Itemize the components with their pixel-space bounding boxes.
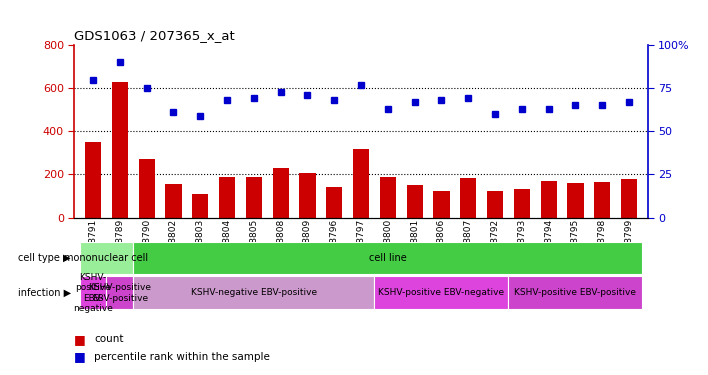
Bar (541, 181, 556, 218)
Text: KSHV-positive
EBV-positive: KSHV-positive EBV-positive (88, 283, 152, 303)
Text: cell type ▶: cell type ▶ (18, 253, 71, 263)
Bar (193, 194, 208, 217)
Bar (353, 148, 369, 217)
Bar (166, 184, 181, 218)
Text: KSHV-positive EBV-positive: KSHV-positive EBV-positive (515, 288, 636, 297)
Text: mononuclear cell: mononuclear cell (64, 253, 149, 263)
Bar (567, 183, 583, 218)
Text: KSHV-positive EBV-negative: KSHV-positive EBV-negative (378, 288, 505, 297)
Bar (273, 168, 289, 217)
Text: infection ▶: infection ▶ (18, 288, 71, 298)
Text: KSHV-
positive
EBV-
negative: KSHV- positive EBV- negative (73, 273, 113, 313)
Bar (299, 173, 316, 217)
Bar (112, 82, 128, 218)
Text: ■: ■ (74, 351, 86, 363)
Bar (433, 190, 450, 217)
Bar (219, 177, 235, 218)
Bar (85, 142, 101, 218)
Bar (621, 179, 637, 218)
Bar (326, 188, 343, 218)
Bar (139, 159, 155, 218)
Bar (246, 177, 262, 218)
Text: ■: ■ (74, 333, 86, 346)
Bar (379, 177, 396, 218)
Bar (594, 182, 610, 218)
Text: KSHV-negative EBV-positive: KSHV-negative EBV-positive (191, 288, 317, 297)
Bar (514, 189, 530, 217)
Bar (406, 185, 423, 218)
Bar (487, 191, 503, 217)
Text: cell line: cell line (369, 253, 407, 263)
Text: count: count (94, 334, 124, 344)
Bar (460, 178, 476, 218)
Text: percentile rank within the sample: percentile rank within the sample (94, 352, 270, 362)
Text: GDS1063 / 207365_x_at: GDS1063 / 207365_x_at (74, 30, 235, 42)
